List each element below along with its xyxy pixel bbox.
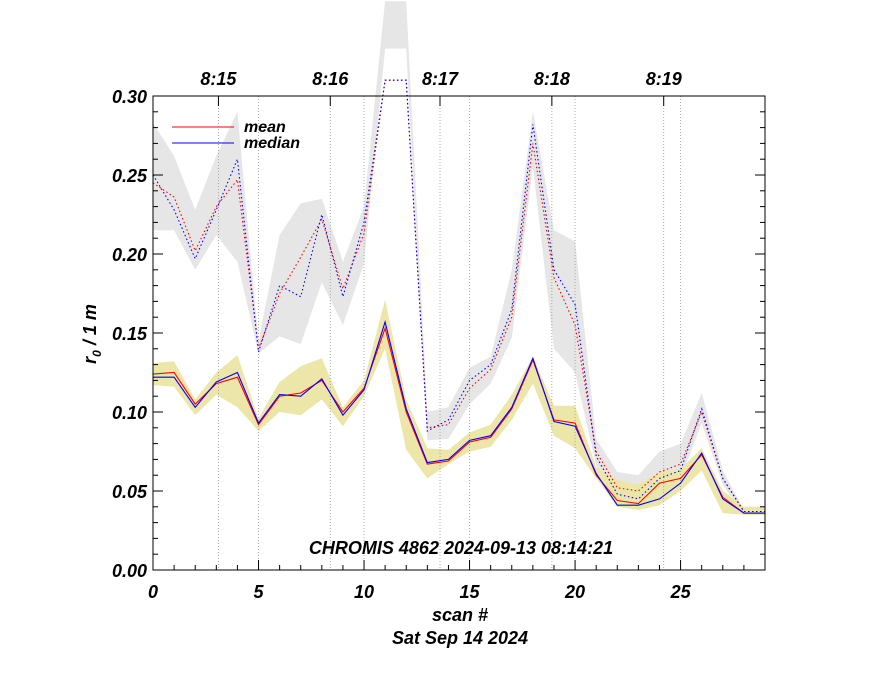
data-series — [153, 79, 765, 514]
y-tick-label: 0.00 — [112, 561, 147, 581]
band-upper-spread — [153, 1, 765, 515]
y-tick-label: 0.05 — [112, 482, 148, 502]
x-tick-label: 10 — [354, 582, 374, 602]
y-axis-label-sub: 0 — [90, 350, 104, 357]
x-tick-label: 5 — [254, 582, 265, 602]
legend-median-label: median — [244, 135, 300, 152]
y-axis-label-rest: / 1 m — [80, 304, 100, 350]
time-tick-label: 8:17 — [422, 69, 459, 89]
y-tick-label: 0.15 — [112, 324, 148, 344]
x-tick-label: 0 — [148, 582, 158, 602]
plot-frame — [152, 95, 766, 571]
legend-mean-label: mean — [244, 119, 286, 136]
time-tick-label: 8:18 — [534, 69, 570, 89]
time-tick-label: 8:15 — [200, 69, 237, 89]
series-mean — [153, 326, 765, 514]
y-axis-label-r: r — [80, 356, 100, 364]
spread-bands — [153, 1, 765, 515]
legend: mean median — [172, 119, 300, 152]
y-tick-label: 0.25 — [112, 166, 148, 186]
chart-annotation: CHROMIS 4862 2024-09-13 08:14:21 — [309, 538, 613, 558]
vertical-gridlines — [218, 96, 681, 570]
svg-text:r0 / 1 m: r0 / 1 m — [80, 304, 104, 364]
axis-ticks — [152, 95, 766, 571]
x-tick-label: 15 — [460, 582, 481, 602]
x-tick-label: 20 — [564, 582, 585, 602]
tick-labels: 0 5 10 15 20 25 0.00 0.05 0.10 0.15 0.20 0.25 0.30 8:… — [112, 69, 692, 602]
time-tick-label: 8:16 — [312, 69, 349, 89]
band-lower-spread — [153, 299, 765, 515]
series-median — [153, 319, 765, 514]
y-tick-label: 0.20 — [112, 245, 147, 265]
y-tick-label: 0.30 — [112, 87, 147, 107]
series-median-upper — [153, 79, 765, 513]
y-axis-label: r0 / 1 m — [80, 304, 104, 364]
time-tick-label: 8:19 — [646, 69, 682, 89]
date-label: Sat Sep 14 2024 — [392, 628, 528, 648]
x-axis-label: scan # — [432, 605, 488, 625]
y-tick-label: 0.10 — [112, 403, 147, 423]
x-tick-label: 25 — [670, 582, 692, 602]
